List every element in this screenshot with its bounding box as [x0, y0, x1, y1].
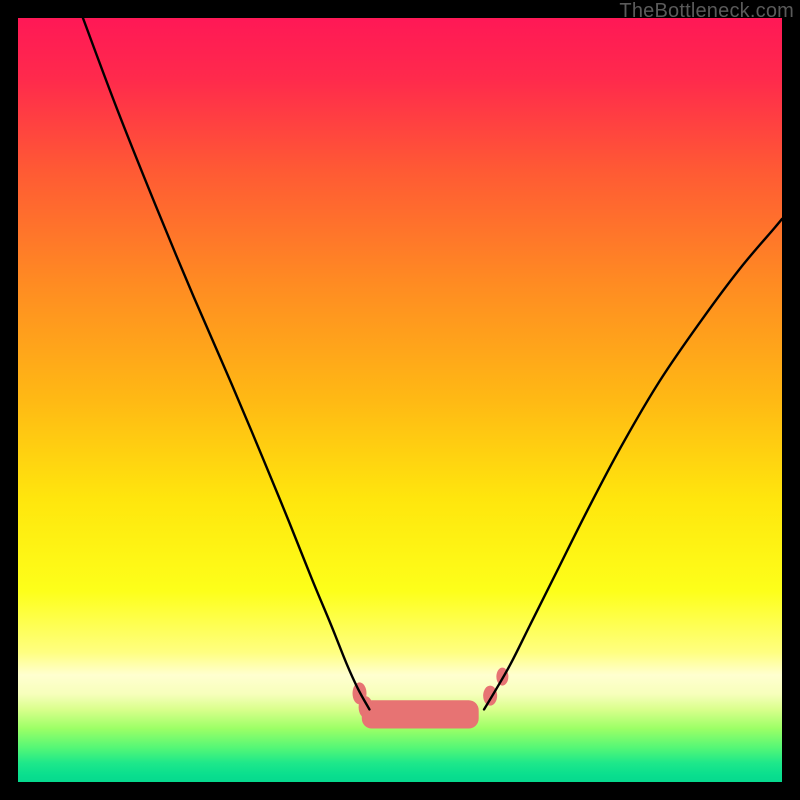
- outer-frame: TheBottleneck.com: [0, 0, 800, 800]
- watermark-text: TheBottleneck.com: [619, 0, 794, 23]
- trough-band: [353, 668, 509, 729]
- curve-right: [484, 219, 782, 709]
- plot-area: [18, 18, 782, 782]
- curve-layer: [18, 18, 782, 782]
- curve-left: [83, 18, 370, 709]
